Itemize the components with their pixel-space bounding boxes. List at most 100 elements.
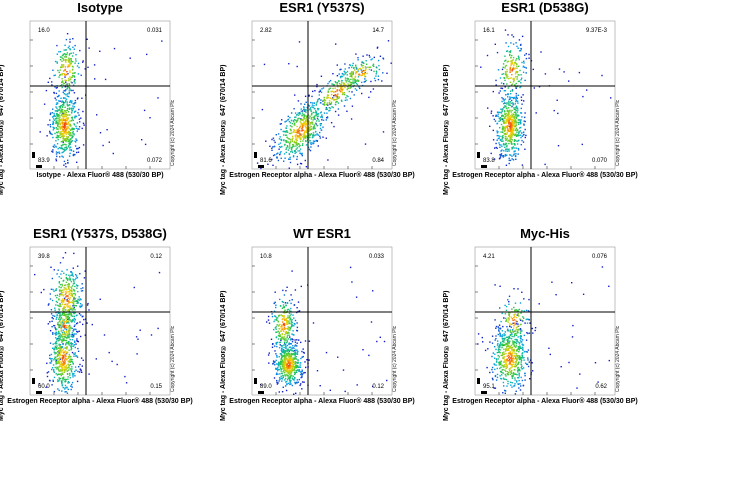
event-dot bbox=[534, 329, 536, 332]
event-dot bbox=[502, 337, 505, 340]
event-dot bbox=[373, 56, 375, 59]
event-dot bbox=[354, 79, 356, 81]
event-dot bbox=[487, 107, 489, 109]
event-dot bbox=[301, 127, 304, 129]
event-dot bbox=[499, 146, 501, 148]
event-dot bbox=[69, 149, 71, 151]
event-dot bbox=[274, 141, 276, 144]
event-dot bbox=[65, 314, 67, 316]
event-dot bbox=[279, 341, 282, 344]
event-dot bbox=[62, 349, 64, 351]
event-dot bbox=[520, 96, 523, 98]
event-dot bbox=[55, 356, 57, 358]
event-dot bbox=[506, 137, 508, 140]
event-dot bbox=[65, 61, 67, 63]
event-dot bbox=[320, 116, 322, 118]
event-dot bbox=[60, 370, 62, 372]
event-dot bbox=[71, 100, 73, 102]
event-dot bbox=[293, 368, 296, 371]
event-dot bbox=[64, 336, 66, 339]
event-dot bbox=[291, 384, 294, 387]
event-dot bbox=[491, 355, 493, 358]
event-dot bbox=[511, 382, 513, 384]
event-dot bbox=[64, 370, 66, 372]
event-dot bbox=[504, 71, 507, 73]
event-dot bbox=[71, 128, 73, 131]
event-dot bbox=[68, 334, 70, 336]
event-dot bbox=[66, 327, 68, 329]
event-dot bbox=[60, 321, 62, 323]
event-dot bbox=[501, 97, 503, 99]
event-dot bbox=[49, 113, 52, 116]
event-dot bbox=[509, 312, 511, 314]
event-dot bbox=[295, 145, 297, 147]
event-dot bbox=[497, 113, 499, 115]
event-dot bbox=[337, 86, 339, 88]
event-dot bbox=[70, 371, 73, 373]
event-dot bbox=[303, 372, 305, 374]
event-dot bbox=[517, 55, 520, 57]
event-dot bbox=[288, 321, 290, 323]
quadrant-ul-value: 16.0 bbox=[38, 28, 50, 34]
event-dot bbox=[66, 119, 68, 122]
event-dot bbox=[66, 95, 69, 97]
event-dot bbox=[519, 340, 522, 342]
event-dot bbox=[517, 323, 519, 325]
event-dot bbox=[300, 163, 303, 165]
event-dot bbox=[499, 333, 501, 335]
event-dot bbox=[287, 367, 290, 369]
event-dot bbox=[59, 323, 61, 326]
event-dot bbox=[297, 132, 299, 134]
event-dot bbox=[311, 104, 314, 106]
event-dot bbox=[268, 322, 271, 324]
event-dot bbox=[66, 117, 68, 119]
event-dot bbox=[287, 115, 289, 118]
event-dot bbox=[64, 86, 66, 88]
event-dot bbox=[273, 361, 275, 363]
event-dot bbox=[335, 98, 337, 101]
event-dot bbox=[491, 366, 494, 369]
event-dot bbox=[289, 116, 291, 119]
event-dot bbox=[499, 334, 501, 336]
event-dot bbox=[65, 133, 67, 136]
event-dot bbox=[516, 114, 519, 116]
event-dot bbox=[325, 103, 328, 106]
event-dot bbox=[62, 326, 64, 328]
event-dot bbox=[296, 155, 298, 158]
event-dot bbox=[294, 345, 296, 347]
event-dot bbox=[52, 129, 55, 131]
event-dot bbox=[330, 93, 333, 96]
event-dot bbox=[62, 113, 64, 116]
event-dot bbox=[64, 69, 66, 71]
x-axis-label: Estrogen Receptor alpha - Alexa Fluor® 4… bbox=[7, 398, 193, 405]
event-dot bbox=[74, 110, 77, 112]
event-dot bbox=[351, 281, 353, 283]
event-dot bbox=[286, 328, 289, 330]
event-dot bbox=[64, 111, 66, 113]
event-dot bbox=[65, 38, 68, 41]
event-dot bbox=[549, 353, 551, 356]
event-dot bbox=[520, 82, 522, 84]
event-dot bbox=[284, 318, 287, 321]
event-dot bbox=[56, 314, 58, 316]
event-dot bbox=[47, 304, 50, 306]
event-dot bbox=[67, 137, 69, 139]
event-dot bbox=[61, 289, 64, 291]
event-dot bbox=[506, 373, 508, 375]
event-dot bbox=[288, 299, 291, 302]
event-dot bbox=[513, 123, 515, 125]
event-dot bbox=[290, 148, 293, 151]
event-dot bbox=[516, 316, 518, 319]
event-dot bbox=[64, 76, 66, 78]
event-dot bbox=[61, 351, 63, 353]
event-dot bbox=[370, 91, 372, 93]
event-dot bbox=[508, 357, 510, 359]
event-dot bbox=[69, 368, 71, 370]
event-dot bbox=[305, 124, 307, 126]
event-dot bbox=[509, 140, 511, 142]
event-dot bbox=[64, 120, 66, 122]
event-dot bbox=[489, 125, 491, 127]
event-dot bbox=[66, 392, 69, 394]
event-dot bbox=[58, 308, 60, 310]
event-dot bbox=[340, 68, 342, 71]
